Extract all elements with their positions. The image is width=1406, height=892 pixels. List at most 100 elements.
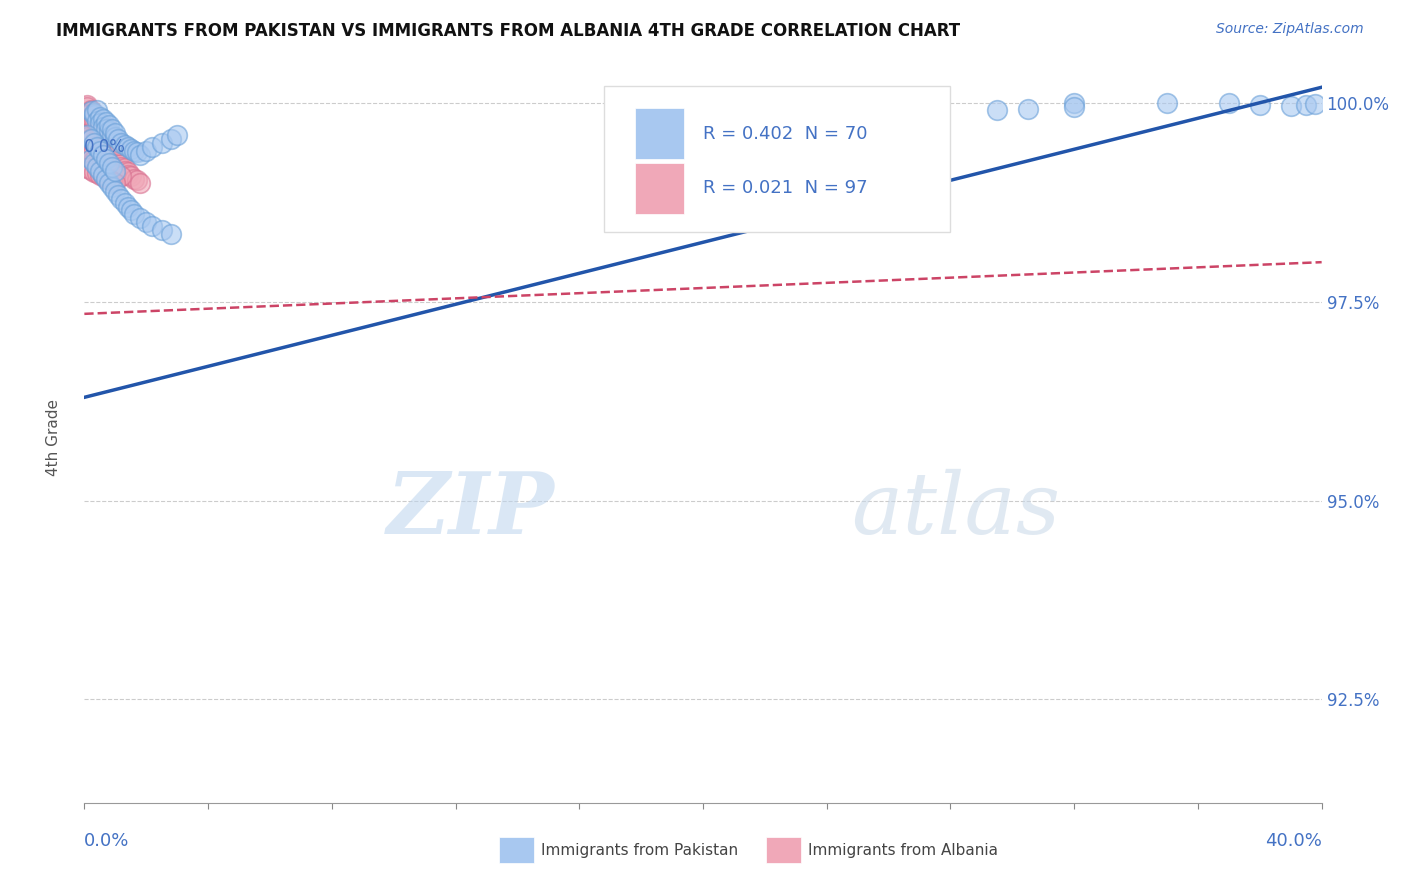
Point [83,155,105,169]
Point [83,153,105,168]
Text: IMMIGRANTS FROM PAKISTAN VS IMMIGRANTS FROM ALBANIA 4TH GRADE CORRELATION CHART: IMMIGRANTS FROM PAKISTAN VS IMMIGRANTS F… [56,22,960,40]
Text: Immigrants from Pakistan: Immigrants from Pakistan [541,843,738,857]
Point [107,153,129,168]
Text: R = 0.021  N = 97: R = 0.021 N = 97 [703,179,868,197]
Point [94,132,117,146]
Point [166,128,188,142]
Point [101,145,124,160]
Point [91,112,114,126]
Point [94,136,117,150]
Point [76,129,98,144]
Point [114,195,136,210]
Point [122,207,145,221]
Point [83,105,105,120]
Point [79,148,101,162]
Point [91,168,114,182]
Point [1063,96,1085,111]
FancyBboxPatch shape [605,86,950,232]
Point [76,128,98,142]
Point [1218,96,1240,111]
Point [104,168,127,182]
Point [129,148,152,162]
Point [91,126,114,140]
Point [101,166,124,180]
Point [129,211,152,226]
Point [110,192,132,206]
Point [160,132,183,146]
Point [114,137,136,152]
Point [83,112,105,126]
Point [89,123,111,137]
Point [89,141,111,155]
Point [986,103,1008,117]
Point [101,144,124,158]
Point [125,145,148,160]
Point [83,134,105,148]
Point [1305,97,1327,112]
Point [76,128,98,142]
Point [141,140,163,154]
Text: 0.0%: 0.0% [84,832,129,850]
Point [86,113,108,128]
Point [117,200,139,214]
Point [83,119,105,133]
Point [1063,100,1085,114]
Point [107,155,129,169]
Point [89,111,111,125]
Point [86,113,108,128]
Point [91,126,114,140]
Text: R = 0.402  N = 70: R = 0.402 N = 70 [703,125,868,143]
Point [83,112,105,126]
Point [135,215,157,229]
Point [86,120,108,135]
Point [76,161,98,176]
Point [79,104,101,119]
Point [83,136,105,150]
Point [89,158,111,172]
Point [83,108,105,122]
Text: 0.0%: 0.0% [84,138,127,156]
Point [1279,98,1302,112]
Point [104,135,127,149]
Point [86,116,108,130]
Point [86,113,108,128]
Point [110,157,132,171]
Text: Immigrants from Albania: Immigrants from Albania [808,843,998,857]
Point [79,152,101,166]
Point [79,152,101,166]
Point [86,166,108,180]
Text: 40.0%: 40.0% [1265,832,1322,850]
Point [79,116,101,130]
Point [117,168,139,182]
FancyBboxPatch shape [636,162,685,214]
Point [79,163,101,178]
Point [94,161,117,176]
Point [129,176,152,190]
Point [117,165,139,179]
Point [1249,97,1271,112]
Point [94,115,117,129]
Point [120,142,142,156]
Text: atlas: atlas [852,469,1060,551]
Point [98,172,121,186]
Point [98,155,121,169]
Point [101,179,124,194]
Point [83,136,105,150]
Point [89,116,111,130]
Point [135,144,157,158]
Point [94,134,117,148]
Point [114,163,136,178]
Point [89,144,111,158]
Point [98,130,121,145]
Point [79,133,101,147]
Point [104,148,127,162]
Point [122,171,145,186]
Point [91,169,114,184]
Point [86,137,108,152]
Point [122,144,145,158]
Point [76,145,98,160]
Point [79,110,101,124]
Point [89,163,111,178]
Point [94,121,117,136]
Point [83,150,105,164]
